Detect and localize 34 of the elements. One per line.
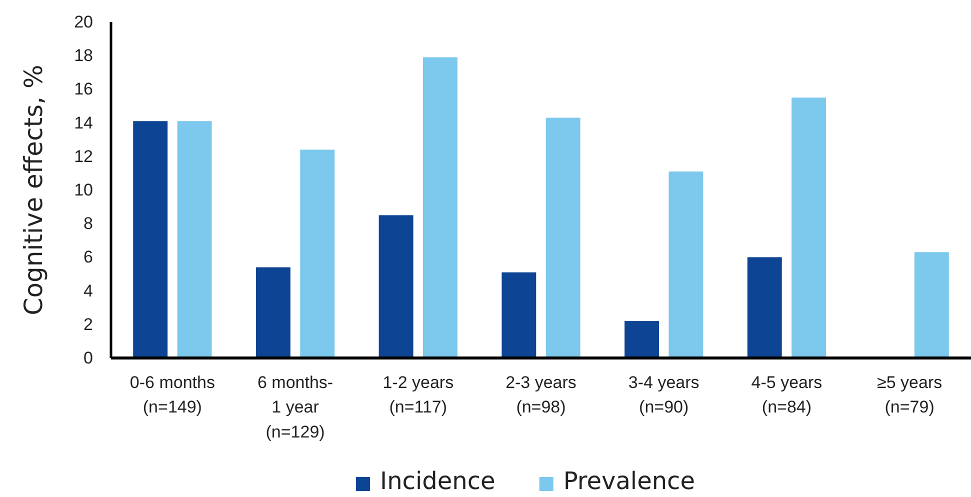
bar — [792, 98, 826, 358]
y-tick-label: 2 — [84, 314, 93, 334]
bar — [256, 267, 290, 358]
y-tick-label: 16 — [74, 80, 93, 99]
bar — [668, 172, 704, 358]
x-tick-label: 6 months- 1 year (n=129) — [257, 373, 334, 442]
bar — [133, 121, 168, 358]
bar — [747, 257, 782, 358]
y-tick-label: 8 — [84, 214, 93, 234]
bar — [502, 272, 536, 358]
y-tick-label: 18 — [74, 46, 93, 66]
y-tick-label: 14 — [74, 113, 93, 132]
bar — [300, 150, 335, 358]
y-tick-label: 20 — [74, 12, 93, 32]
x-tick-label: ≥5 years (n=79) — [877, 373, 942, 417]
x-tick-label: 0-6 months (n=149) — [130, 373, 215, 417]
x-tick-label: 3-4 years (n=90) — [628, 373, 700, 417]
x-tick-label: 2-3 years (n=98) — [506, 373, 576, 417]
bar — [624, 321, 659, 358]
x-tick-label: 1-2 years (n=117) — [382, 373, 454, 417]
bar — [914, 252, 949, 358]
bar — [546, 118, 580, 358]
y-tick-label: 10 — [74, 180, 93, 200]
bar — [177, 121, 212, 358]
y-tick-label: 6 — [84, 248, 93, 267]
y-axis-title: Cognitive effects, % — [19, 64, 48, 316]
bar — [423, 57, 458, 358]
y-tick-label: 12 — [74, 146, 93, 166]
legend-label: Incidence — [380, 467, 496, 495]
x-tick-label: 4-5 years (n=84) — [751, 373, 822, 417]
legend-label: Prevalence — [563, 467, 695, 495]
y-tick-label: 4 — [84, 281, 93, 300]
bar — [378, 215, 414, 358]
y-tick-label: 0 — [84, 348, 93, 368]
